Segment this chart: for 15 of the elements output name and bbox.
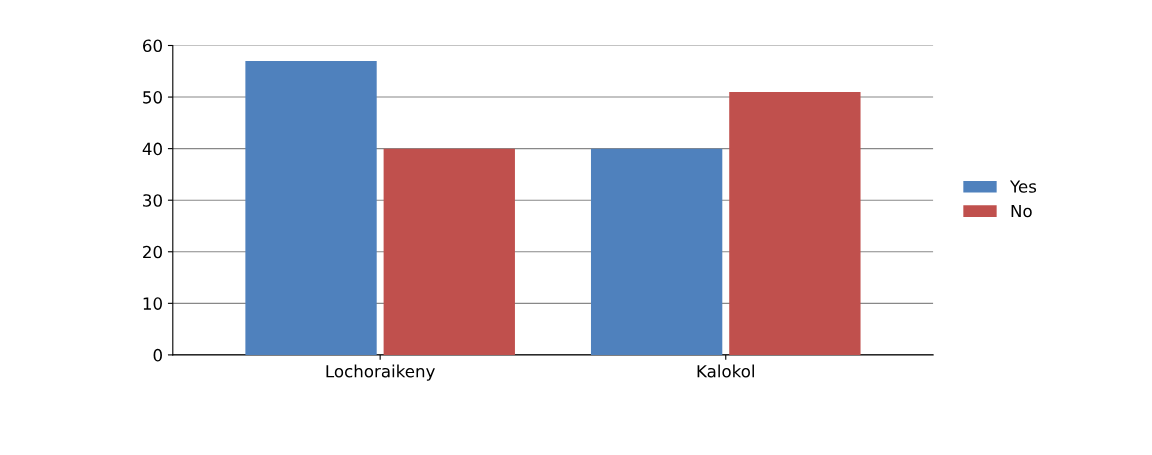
x-tick-label: Lochoraikeny: [326, 364, 435, 381]
bar: [590, 148, 723, 355]
y-tick-label: 0: [153, 348, 162, 362]
legend-label: No: [1011, 204, 1032, 218]
y-tick-label: 20: [143, 245, 162, 259]
y-tick-label: 60: [143, 39, 162, 53]
bar: [245, 60, 377, 355]
y-tick-label: 30: [143, 194, 162, 207]
x-tick-label: Kalokol: [697, 364, 754, 378]
y-tick-label: 50: [143, 91, 162, 104]
y-tick-label: 40: [142, 142, 162, 156]
legend-label: Yes: [1009, 180, 1037, 193]
bar: [383, 148, 515, 355]
y-tick-label: 10: [143, 297, 162, 310]
bar: [729, 91, 861, 355]
